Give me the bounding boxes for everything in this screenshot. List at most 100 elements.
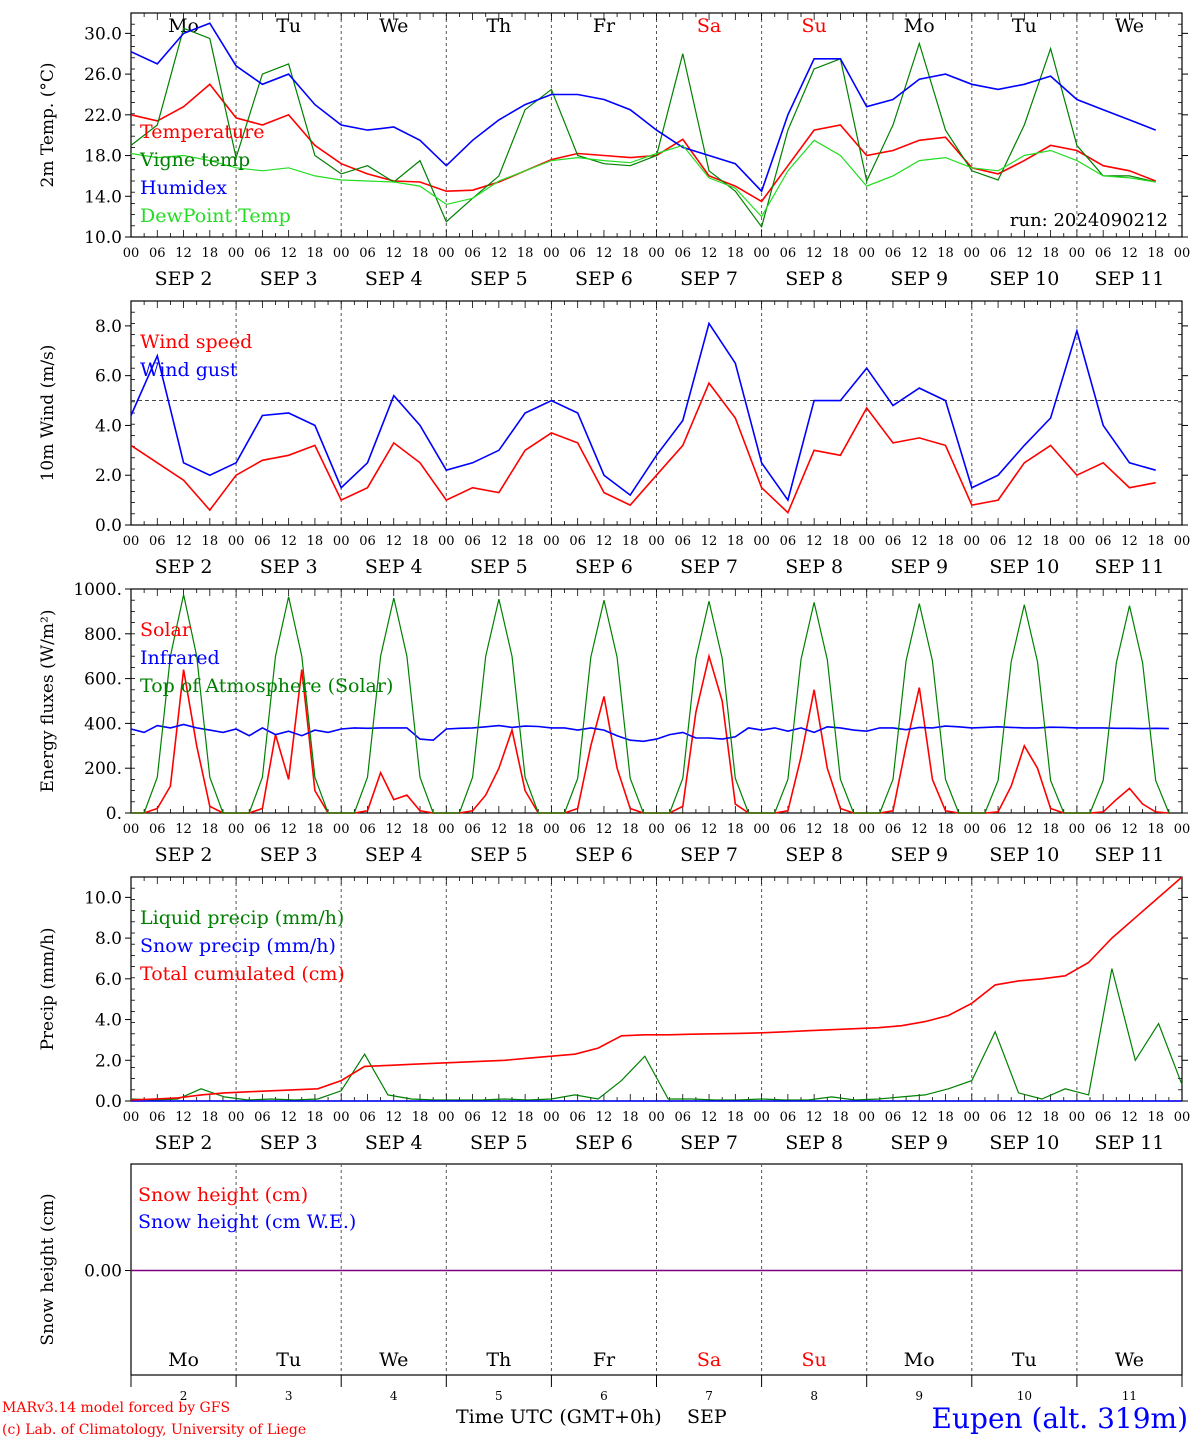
x-hour-label: 12 [175,534,192,549]
x-date-label: SEP 5 [470,844,528,866]
x-hour-label: 18 [832,534,849,549]
x-hour-label: 06 [149,822,166,837]
x-hour-label: 18 [307,534,324,549]
weekday-label: Tu [276,15,301,37]
series-line-dewpoint-temp [130,139,1156,218]
day-number-label: 10 [1017,1389,1032,1403]
y-tick-label: 30.0 [84,24,122,44]
x-hour-label: 00 [753,1110,770,1125]
x-hour-label: 00 [1174,246,1191,261]
x-date-label: SEP 10 [989,1132,1059,1154]
weekday-label: We [1115,15,1144,37]
day-number-label: 9 [915,1389,923,1403]
y-tick-label: 10.0 [84,228,122,248]
legend-entry: Infrared [140,647,220,669]
day-number-label: 6 [600,1389,608,1403]
panel-4: 0.0 2.0 4.0 6.0 8.0 10.0 Precip (mm/h) 00 06 12 18… [38,876,1190,1154]
day-number-label: 2 [180,1389,188,1403]
legend-entry: Liquid precip (mm/h) [140,907,344,929]
x-hour-label: 00 [858,1110,875,1125]
x-hour-label: 12 [806,246,823,261]
x-hour-label: 12 [1121,246,1138,261]
x-hour-label: 12 [911,822,928,837]
x-hour-label: 00 [858,822,875,837]
series-line-wind-speed [130,381,1156,514]
x-hour-label: 06 [569,246,586,261]
weekday-label: Tu [1012,15,1037,37]
series-line-humidex [130,22,1156,193]
x-date-label: SEP 8 [785,268,843,290]
run-annotation: run: 2024090212 [1010,210,1168,231]
series-line-vigne-temp [130,27,1156,229]
day-number-label: 5 [495,1389,503,1403]
x-hour-label: 18 [307,822,324,837]
x-axis-label: Time UTC (GMT+0h) [456,1406,662,1428]
y-tick-label: 400. [84,714,122,734]
x-hour-label: 06 [990,822,1007,837]
x-hour-label: 06 [675,534,692,549]
x-hour-label: 18 [937,246,954,261]
y-tick-label: 2.0 [95,466,122,486]
panel-3: 0. 200. 400. 600. 800. 1000. Energy fluxes (W/… [38,580,1190,866]
credit-line-2: (c) Lab. of Climatology, University of L… [2,1422,306,1438]
x-hour-label: 06 [359,1110,376,1125]
weekday-label: Fr [593,1349,616,1371]
legend-entry: Wind gust [140,359,238,381]
series-line-liquid-precip-mm-h- [130,968,1183,1101]
x-hour-label: 06 [254,534,271,549]
x-date-label: SEP 4 [365,268,423,290]
x-date-label: SEP 4 [365,844,423,866]
x-hour-label: 12 [1121,1110,1138,1125]
x-hour-label: 06 [254,822,271,837]
x-hour-label: 00 [543,534,560,549]
x-date-label: SEP 10 [989,844,1059,866]
x-hour-label: 18 [517,246,534,261]
x-hour-label: 00 [123,534,140,549]
x-date-label: SEP 7 [680,268,738,290]
x-hour-label: 18 [307,246,324,261]
y-axis-label: 2m Temp. (°C) [38,62,58,187]
weekday-label: Sa [697,15,721,37]
x-hour-label: 18 [412,822,429,837]
day-number-label: 4 [390,1389,398,1403]
y-tick-label: 8.0 [95,317,122,337]
x-hour-label: 00 [648,246,665,261]
x-hour-label: 12 [175,246,192,261]
x-hour-label: 06 [675,822,692,837]
x-hour-label: 12 [491,534,508,549]
x-hour-label: 00 [438,1110,455,1125]
x-hour-label: 18 [832,246,849,261]
weekday-label: Tu [1012,1349,1037,1371]
x-date-label: SEP 2 [155,1132,213,1154]
x-date-label: SEP 11 [1095,844,1165,866]
x-hour-label: 12 [491,246,508,261]
weekday-label: We [379,15,408,37]
x-date-label: SEP 10 [989,556,1059,578]
x-date-label: SEP 7 [680,1132,738,1154]
x-date-label: SEP 9 [890,556,948,578]
series-line-infrared [130,723,1169,743]
y-tick-label: 4.0 [95,1011,122,1031]
x-hour-label: 00 [333,822,350,837]
y-tick-label: 8.0 [95,929,122,949]
x-hour-label: 12 [385,1110,402,1125]
x-hour-label: 12 [175,1110,192,1125]
x-hour-label: 00 [648,534,665,549]
x-hour-label: 18 [202,1110,219,1125]
weekday-label: We [1115,1349,1144,1371]
x-hour-label: 06 [675,1110,692,1125]
legend-entry: Snow height (cm) [138,1184,308,1206]
x-hour-label: 12 [491,1110,508,1125]
x-hour-label: 00 [858,534,875,549]
x-hour-label: 12 [280,534,297,549]
x-date-label: SEP 6 [575,556,633,578]
x-hour-label: 18 [517,822,534,837]
x-date-label: SEP 6 [575,268,633,290]
x-hour-label: 18 [202,246,219,261]
weekday-label: We [379,1349,408,1371]
x-hour-label: 06 [149,1110,166,1125]
y-tick-label: 0.0 [95,1092,122,1112]
x-hour-label: 18 [622,246,639,261]
x-hour-label: 06 [254,1110,271,1125]
x-hour-label: 12 [1016,822,1033,837]
